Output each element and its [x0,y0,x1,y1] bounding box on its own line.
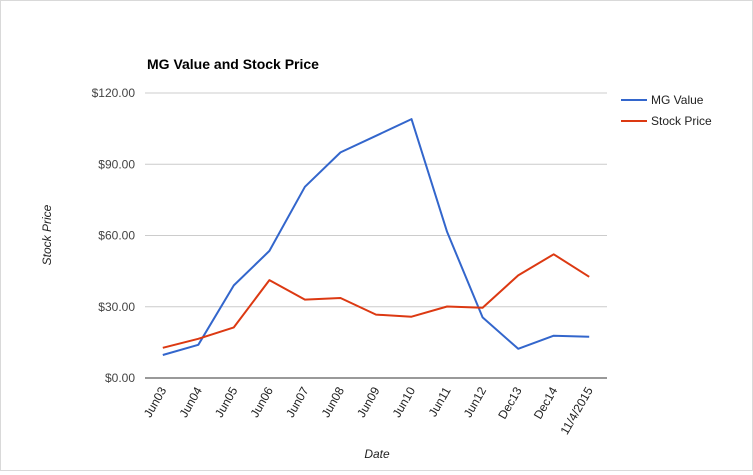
x-tick-label: Dec13 [495,384,525,421]
x-tick-label: Jun11 [426,384,454,419]
y-tick-label: $30.00 [98,300,135,314]
y-tick-label: $60.00 [98,229,135,243]
legend-label: MG Value [651,93,704,107]
x-tick-label: Jun08 [319,384,348,420]
x-tick-label: Jun12 [461,384,490,420]
series-lines [162,118,590,356]
x-tick-label: Jun03 [141,384,170,420]
x-tick-label: Jun06 [248,384,277,420]
x-tick-label: Jun05 [212,384,241,420]
series-line-mg-value [162,118,590,356]
legend-label: Stock Price [651,114,712,128]
x-tick-label: Dec14 [531,384,561,421]
x-tick-labels: Jun03 Jun04 Jun05 Jun06 Jun07 Jun08 Jun09 Jun10… [141,384,596,437]
series-line-stock-price [162,253,590,349]
chart-title: MG Value and Stock Price [147,56,319,72]
x-tick-label: 11/4/2015 [557,384,596,437]
x-tick-label: Jun09 [354,384,383,420]
x-tick-label: Jun07 [283,384,312,420]
y-tick-label: $0.00 [105,371,135,385]
legend: MG Value Stock Price [621,93,712,128]
x-tick-label: Jun04 [176,384,205,420]
x-axis-label: Date [364,447,390,461]
y-tick-labels: $0.00 $30.00 $60.00 $90.00 $120.00 [92,86,136,385]
y-tick-label: $90.00 [98,157,135,171]
y-axis-label: Stock Price [40,204,54,265]
y-tick-label: $120.00 [92,86,136,100]
x-tick-label: Jun10 [390,384,419,420]
